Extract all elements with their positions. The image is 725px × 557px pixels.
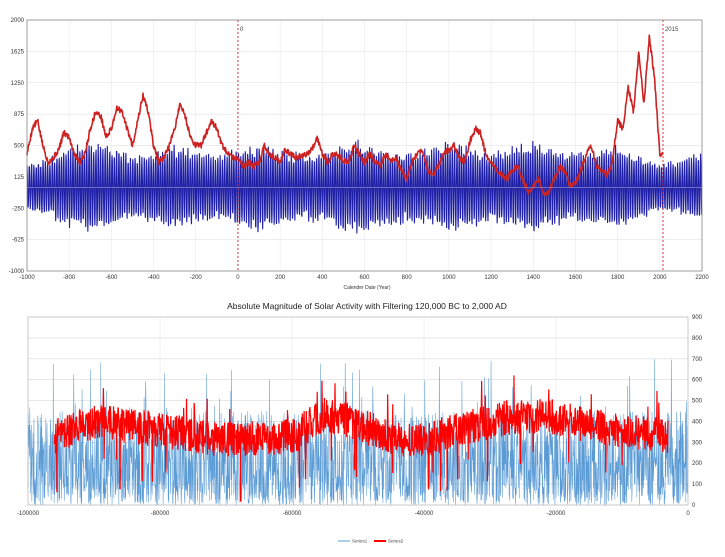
x-axis-ticks: -1000 -800 -600 -400 -200 0 200 400 600 800 1000 12… xyxy=(19,275,709,281)
y-tick-label: 2000 xyxy=(11,18,25,24)
y-tick-label: 200 xyxy=(692,461,703,467)
y-tick-label: 900 xyxy=(692,315,703,321)
series-oscillating-signal xyxy=(26,139,703,234)
annotation-label: 2015 xyxy=(665,27,679,33)
x-tick-label: 200 xyxy=(275,275,286,281)
plot-border xyxy=(27,316,689,506)
x-tick-label: 600 xyxy=(359,275,370,281)
reference-lines xyxy=(27,20,702,271)
series1 xyxy=(27,359,689,506)
y-tick-label: 500 xyxy=(692,399,703,405)
x-tick-label: 2000 xyxy=(653,275,667,281)
annotation-label: 0 xyxy=(240,27,244,33)
x-tick-label: -200 xyxy=(190,275,203,281)
x-tick-label: 400 xyxy=(317,275,328,281)
y-tick-label: 0 xyxy=(692,503,696,509)
y-tick-label: 800 xyxy=(692,336,703,342)
y-tick-label: 100 xyxy=(692,482,703,488)
plot-frame xyxy=(26,19,703,272)
x-tick-label: -800 xyxy=(63,275,76,281)
series-line-solar-activity xyxy=(26,34,664,197)
y-tick-label: -625 xyxy=(12,238,25,244)
x-tick-label: 800 xyxy=(402,275,413,281)
x-tick-label: 1600 xyxy=(569,275,583,281)
x-tick-label: -80000 xyxy=(151,511,170,517)
legend: Series1 Series2 xyxy=(338,539,404,544)
series-line-series2 xyxy=(53,375,669,502)
y-tick-label: 1250 xyxy=(11,81,25,87)
chart-title: Absolute Magnitude of Solar Activity wit… xyxy=(227,301,507,311)
x-tick-label: 2200 xyxy=(695,275,709,281)
y-tick-label: 600 xyxy=(692,378,703,384)
series-line-series1 xyxy=(27,359,689,506)
chart-bottom: Absolute Magnitude of Solar Activity wit… xyxy=(17,301,703,544)
y-axis-ticks: 900 800 700 600 500 400 300 200 100 0 xyxy=(692,315,703,509)
y-tick-label: 400 xyxy=(692,419,703,425)
y-tick-label: 500 xyxy=(14,144,25,150)
x-tick-label: -100000 xyxy=(17,511,40,517)
y-tick-label: 300 xyxy=(692,440,703,446)
x-tick-label: -400 xyxy=(148,275,161,281)
x-tick-label: 1800 xyxy=(611,275,625,281)
grid xyxy=(26,19,703,272)
y-tick-label: 125 xyxy=(14,175,25,181)
y-tick-label: 700 xyxy=(692,357,703,363)
annotations: 0 2015 xyxy=(240,27,679,33)
y-tick-label: 875 xyxy=(14,112,25,118)
x-tick-label: 1200 xyxy=(484,275,498,281)
legend-label-series2: Series2 xyxy=(388,539,404,544)
x-tick-label: -40000 xyxy=(415,511,434,517)
series2 xyxy=(53,375,669,502)
series-line-oscillating-signal xyxy=(26,139,703,234)
x-tick-label: 1400 xyxy=(527,275,541,281)
x-tick-label: 0 xyxy=(236,275,240,281)
y-tick-label: -1000 xyxy=(9,269,25,275)
x-tick-label: 1000 xyxy=(442,275,456,281)
x-axis-label: Calender Date (Year) xyxy=(343,285,390,291)
x-tick-label: 0 xyxy=(686,511,690,517)
plot-frame xyxy=(27,316,689,506)
x-tick-label: -20000 xyxy=(547,511,566,517)
series-solar-activity xyxy=(26,34,664,197)
y-tick-label: 1625 xyxy=(11,49,25,55)
y-tick-label: -250 xyxy=(12,206,25,212)
x-tick-label: -600 xyxy=(105,275,118,281)
x-axis-ticks: -100000 -80000 -60000 -40000 -20000 0 xyxy=(17,511,690,517)
x-tick-label: -1000 xyxy=(19,275,35,281)
plot-border xyxy=(26,19,703,272)
y-axis-ticks: 2000 1625 1250 875 500 125 -250 -625 -1000 xyxy=(9,18,25,275)
legend-label-series1: Series1 xyxy=(352,539,368,544)
x-tick-label: -60000 xyxy=(283,511,302,517)
